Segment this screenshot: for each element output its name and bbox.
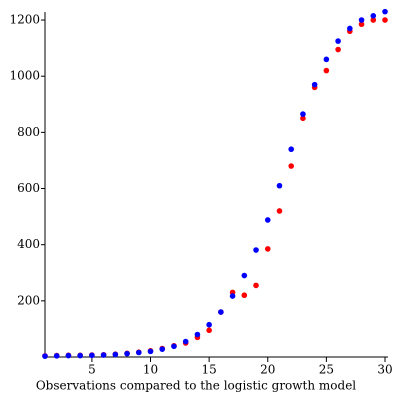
point	[300, 115, 306, 122]
point	[53, 353, 60, 359]
point	[65, 352, 72, 359]
y-tick-label: 1000	[9, 69, 40, 83]
point	[264, 217, 271, 223]
point	[370, 17, 377, 23]
point	[288, 163, 295, 169]
point	[311, 81, 318, 88]
point	[358, 17, 365, 23]
x-axis-label: Observations compared to the logistic gr…	[36, 379, 356, 393]
point	[229, 293, 236, 299]
y-tick-label: 600	[17, 181, 40, 195]
point	[335, 46, 341, 53]
x-tick-label: 5	[88, 363, 96, 377]
point	[100, 352, 107, 358]
point	[382, 8, 388, 15]
point	[218, 309, 224, 315]
point	[382, 17, 388, 23]
y-tick-label: 800	[17, 125, 40, 139]
point	[241, 272, 248, 279]
point	[171, 343, 177, 350]
x-tick-label: 15	[201, 363, 216, 377]
point	[159, 346, 166, 352]
point	[264, 246, 271, 252]
x-tick-label: 20	[260, 363, 275, 377]
point	[206, 321, 212, 328]
point	[335, 38, 341, 44]
point	[112, 351, 119, 358]
point	[288, 146, 295, 153]
point	[276, 182, 283, 189]
point	[206, 327, 212, 334]
point	[124, 350, 130, 357]
point	[253, 247, 259, 253]
point	[194, 331, 201, 338]
point	[347, 25, 353, 32]
y-tick-label: 400	[17, 237, 40, 251]
point	[300, 111, 306, 117]
point	[323, 56, 330, 63]
point	[77, 352, 83, 359]
point	[276, 208, 283, 214]
point	[147, 348, 154, 355]
point	[370, 13, 377, 19]
x-tick-label: 25	[319, 363, 334, 377]
point	[358, 21, 365, 28]
x-tick-label: 30	[377, 363, 392, 377]
y-tick-label: 200	[17, 293, 40, 307]
point	[323, 67, 330, 74]
x-tick-label: 10	[143, 363, 158, 377]
point	[42, 353, 48, 359]
point	[182, 338, 189, 345]
y-tick-label: 1200	[9, 13, 40, 27]
point	[241, 292, 248, 299]
point	[89, 352, 95, 359]
point	[135, 349, 142, 356]
point	[253, 282, 259, 289]
